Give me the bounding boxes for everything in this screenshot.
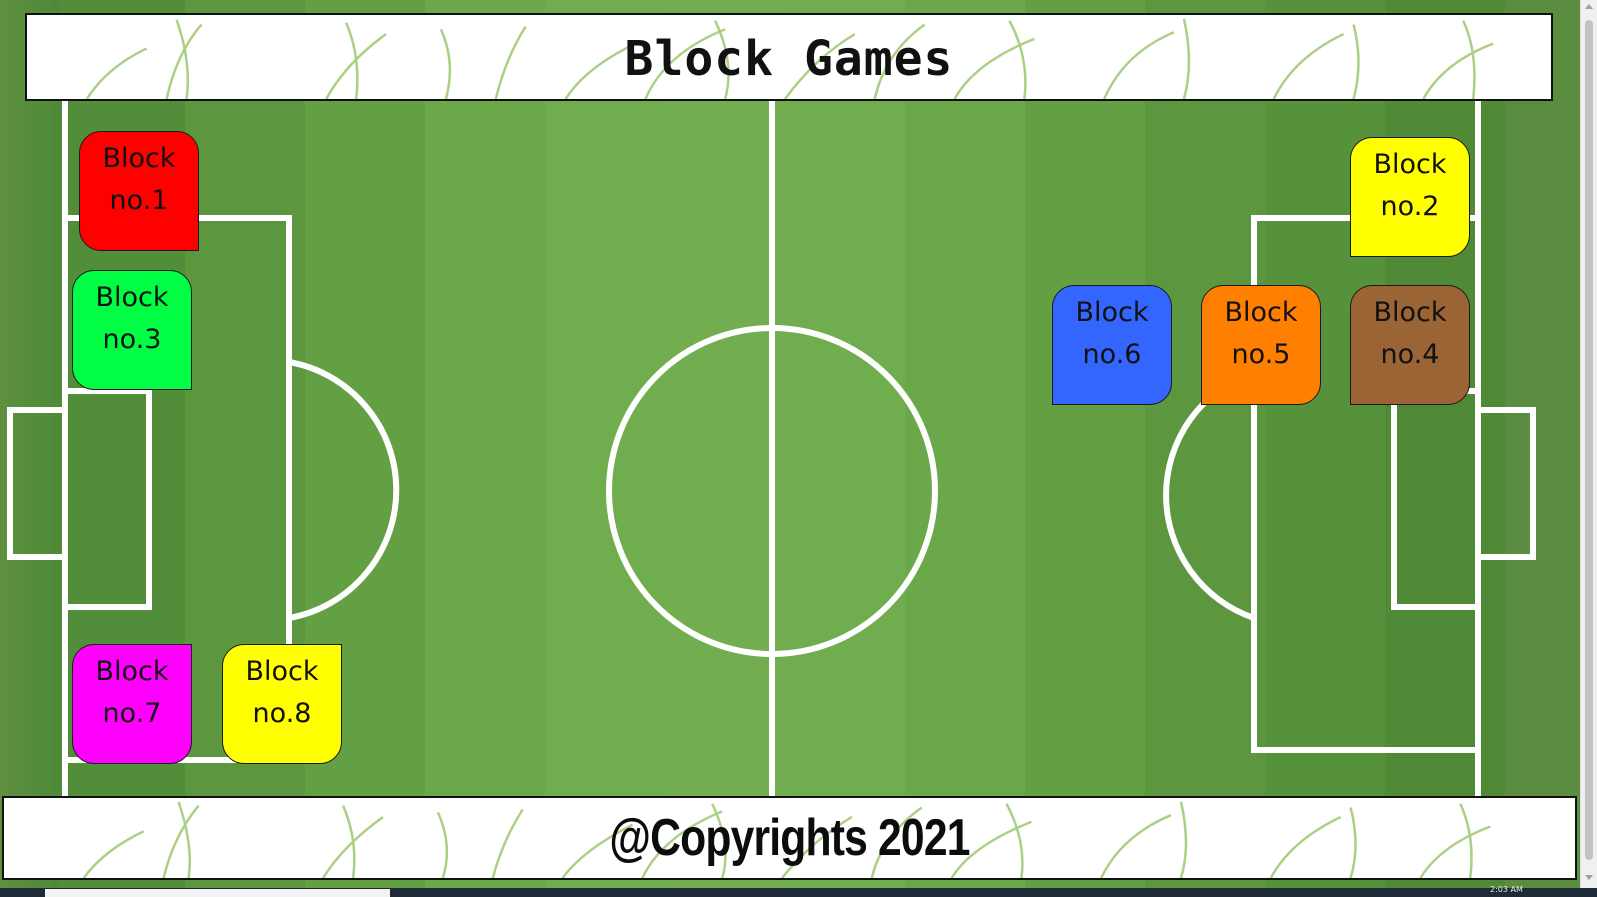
block-4-label-line2: no.4 bbox=[1380, 339, 1440, 370]
block-8[interactable]: Block no.8 bbox=[222, 644, 342, 764]
grass-decoration bbox=[85, 18, 1494, 99]
block-5-label-line2: no.5 bbox=[1231, 339, 1291, 370]
taskbar-clock: 2:03 AM bbox=[1490, 885, 1523, 894]
footer-banner: @Copyrights 2021 bbox=[2, 796, 1577, 880]
copyright-text: @Copyrights 2021 bbox=[609, 809, 970, 867]
block-1[interactable]: Block no.1 bbox=[79, 131, 199, 251]
block-5[interactable]: Block no.5 bbox=[1201, 285, 1321, 405]
block-6[interactable]: Block no.6 bbox=[1052, 285, 1172, 405]
block-2-label-line1: Block bbox=[1373, 149, 1447, 180]
block-4-label-line1: Block bbox=[1373, 297, 1447, 328]
vertical-scrollbar[interactable] bbox=[1580, 0, 1597, 888]
scroll-up-icon[interactable] bbox=[1585, 4, 1593, 9]
grass-decoration bbox=[82, 801, 1491, 878]
block-8-label-line1: Block bbox=[245, 656, 319, 687]
block-4[interactable]: Block no.4 bbox=[1350, 285, 1470, 405]
scroll-down-icon[interactable] bbox=[1585, 875, 1593, 880]
block-7[interactable]: Block no.7 bbox=[72, 644, 192, 764]
block-6-label-line2: no.6 bbox=[1082, 339, 1142, 370]
block-1-label-line2: no.1 bbox=[109, 185, 169, 216]
block-7-label-line2: no.7 bbox=[102, 698, 162, 729]
block-2-label-line2: no.2 bbox=[1380, 191, 1440, 222]
block-6-label-line1: Block bbox=[1075, 297, 1149, 328]
block-3-label-line1: Block bbox=[95, 282, 169, 313]
block-2[interactable]: Block no.2 bbox=[1350, 137, 1470, 257]
os-taskbar: 2:03 AM bbox=[0, 885, 1597, 897]
taskbar-search-input[interactable] bbox=[45, 889, 390, 897]
block-8-label-line2: no.8 bbox=[252, 698, 312, 729]
title-banner: Block Games bbox=[25, 13, 1553, 101]
block-7-label-line1: Block bbox=[95, 656, 169, 687]
scrollbar-thumb[interactable] bbox=[1585, 20, 1593, 860]
block-3[interactable]: Block no.3 bbox=[72, 270, 192, 390]
block-1-label-line1: Block bbox=[102, 143, 176, 174]
block-5-label-line1: Block bbox=[1224, 297, 1298, 328]
page-title: Block Games bbox=[624, 31, 954, 87]
block-3-label-line2: no.3 bbox=[102, 324, 162, 355]
